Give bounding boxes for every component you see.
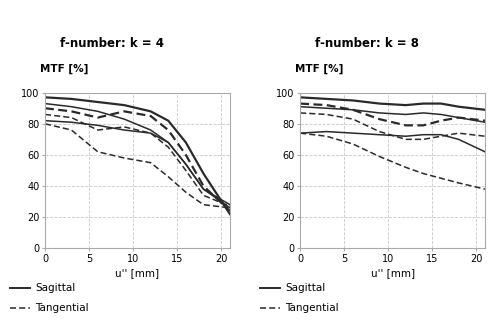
Text: Sagittal: Sagittal xyxy=(35,283,75,293)
Text: f-number: k = 8: f-number: k = 8 xyxy=(315,37,419,50)
Text: MTF [%]: MTF [%] xyxy=(295,64,344,74)
Text: Tangential: Tangential xyxy=(285,303,339,313)
Text: f-number: k = 4: f-number: k = 4 xyxy=(60,37,164,50)
X-axis label: u'' [mm]: u'' [mm] xyxy=(116,268,160,278)
X-axis label: u'' [mm]: u'' [mm] xyxy=(370,268,414,278)
Text: Tangential: Tangential xyxy=(35,303,88,313)
Text: Sagittal: Sagittal xyxy=(285,283,326,293)
Text: MTF [%]: MTF [%] xyxy=(40,64,88,74)
